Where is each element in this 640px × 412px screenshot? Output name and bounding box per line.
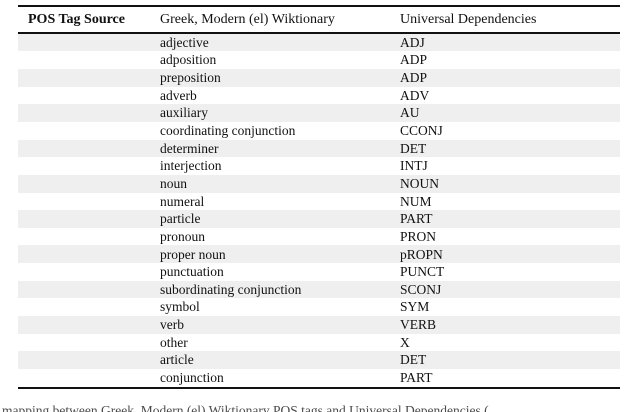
cell-ud-tag: ADJ [400,34,425,50]
cell-ud-tag: pROPN [400,246,443,262]
table-row: coordinating conjunction CCONJ [18,122,620,140]
cell-wiktionary-tag: particle [160,211,201,227]
cell-ud-tag: CCONJ [400,123,443,139]
cell-ud-tag: PUNCT [400,264,445,280]
cell-wiktionary-tag: proper noun [160,246,226,262]
table-row: particle PART [18,210,620,228]
table-row: adverb ADV [18,87,620,105]
cell-wiktionary-tag: subordinating conjunction [160,281,302,297]
table-top-rule [18,5,620,8]
cell-ud-tag: DET [400,140,427,156]
table-row: conjunction PART [18,369,620,387]
cell-wiktionary-tag: numeral [160,193,205,209]
cell-wiktionary-tag: article [160,352,194,368]
table-header-rule [18,32,620,34]
cell-ud-tag: X [400,334,410,350]
table-row: determiner DET [18,139,620,158]
cell-ud-tag: ADP [400,70,428,86]
table-row: verb VERB [18,316,620,334]
table-row: adposition ADP [18,51,620,69]
table-row: interjection INTJ [18,157,620,175]
header-universal-dependencies: Universal Dependencies [400,11,537,27]
cell-ud-tag: SYM [400,299,430,315]
cell-ud-tag: NUM [400,193,432,209]
cell-wiktionary-tag: interjection [160,158,222,174]
cell-wiktionary-tag: symbol [160,299,200,315]
table-row: adjective ADJ [18,33,620,52]
cell-ud-tag: PART [400,211,433,227]
cell-ud-tag: PRON [400,228,437,244]
table-row: noun NOUN [18,174,620,193]
cell-wiktionary-tag: adposition [160,52,217,68]
table-row: proper noun pROPN [18,245,620,264]
cell-ud-tag: ADV [400,87,430,103]
cell-wiktionary-tag: determiner [160,140,219,156]
table-body: adjective ADJ adposition ADP preposition… [18,33,620,387]
table-row: punctuation PUNCT [18,263,620,281]
table-row: subordinating conjunction SCONJ [18,280,620,299]
table-row: preposition ADP [18,69,620,87]
cell-ud-tag: VERB [400,317,437,333]
table-row: numeral NUM [18,193,620,211]
cell-ud-tag: NOUN [400,175,439,191]
table-row: auxiliary AU [18,104,620,122]
pos-mapping-table: POS Tag Source Greek, Modern (el) Wiktio… [18,5,620,390]
header-wiktionary: Greek, Modern (el) Wiktionary [160,11,335,27]
cell-wiktionary-tag: conjunction [160,370,224,386]
cell-ud-tag: INTJ [400,158,428,174]
table-row: article DET [18,351,620,369]
cell-ud-tag: ADP [400,52,428,68]
cell-wiktionary-tag: auxiliary [160,105,208,121]
cell-wiktionary-tag: verb [160,317,184,333]
cell-wiktionary-tag: coordinating conjunction [160,123,296,139]
cell-wiktionary-tag: preposition [160,70,221,86]
table-bottom-rule [18,386,620,390]
table-caption-clipped: mapping between Greek, Modern (el) Wikti… [2,403,489,412]
cell-wiktionary-tag: adverb [160,87,197,103]
table-row: pronoun PRON [18,228,620,246]
header-pos-tag-source: POS Tag Source [28,11,125,27]
table-header-row: POS Tag Source Greek, Modern (el) Wiktio… [18,7,620,32]
cell-ud-tag: AU [400,105,420,121]
cell-wiktionary-tag: pronoun [160,228,205,244]
cell-ud-tag: DET [400,352,427,368]
cell-wiktionary-tag: other [160,334,188,350]
cell-wiktionary-tag: adjective [160,34,209,50]
cell-wiktionary-tag: punctuation [160,264,224,280]
cell-ud-tag: SCONJ [400,281,442,297]
cell-ud-tag: PART [400,370,433,386]
table-row: other X [18,334,620,352]
table-row: symbol SYM [18,298,620,316]
cell-wiktionary-tag: noun [160,175,187,191]
